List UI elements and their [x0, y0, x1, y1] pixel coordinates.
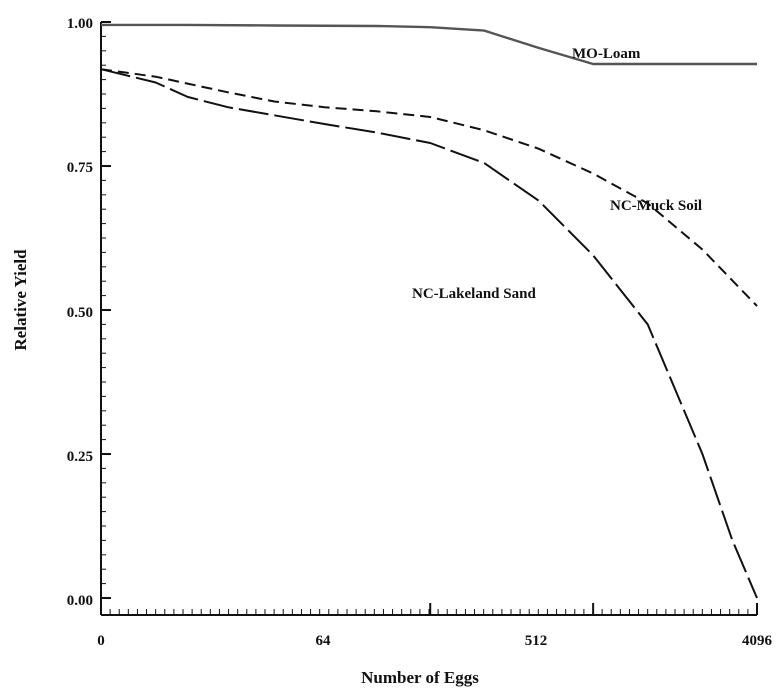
- y-tick-label-0.25: 0.25: [67, 449, 93, 465]
- y-tick-label-0.50: 0.50: [67, 305, 93, 321]
- y-tick-label-0.75: 0.75: [67, 160, 93, 176]
- series-lines: [100, 23, 758, 599]
- x-tick-label-0: 0: [97, 633, 105, 649]
- y-axis-title: Relative Yield: [11, 249, 30, 351]
- x-tick-label-512: 512: [525, 633, 548, 649]
- plot-frame: [100, 22, 757, 616]
- series-label-mo-loam: MO-Loam: [572, 46, 641, 62]
- ticks: [100, 21, 758, 615]
- x-tick-label-64: 64: [316, 633, 332, 649]
- y-tick-label-1.00: 1.00: [67, 16, 93, 32]
- series-line-nc-lakeland-sand: [100, 68, 758, 599]
- series-line-nc-muck-soil: [100, 68, 758, 307]
- series-label-nc-muck-soil: NC-Muck Soil: [610, 198, 702, 214]
- series-line-mo-loam: [101, 23, 757, 66]
- x-axis-title: Number of Eggs: [361, 668, 479, 687]
- y-tick-label-0.00: 0.00: [67, 593, 93, 609]
- series-label-nc-lakeland-sand: NC-Lakeland Sand: [412, 286, 536, 302]
- x-tick-label-4096: 4096: [742, 633, 773, 649]
